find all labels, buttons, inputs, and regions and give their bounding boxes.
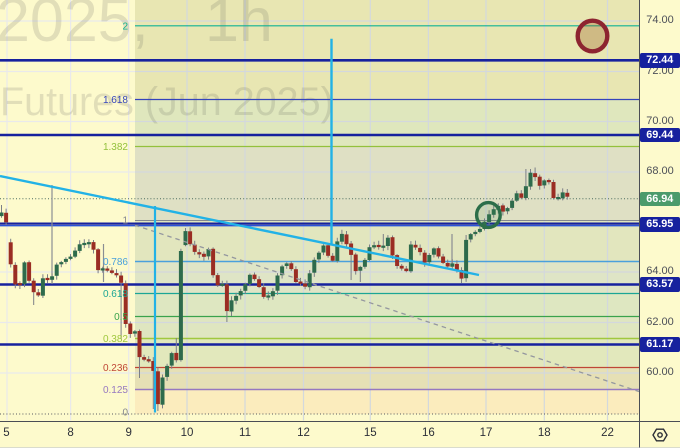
svg-text:1.382: 1.382 [103, 142, 128, 153]
svg-text:0.236: 0.236 [103, 363, 128, 374]
svg-text:0: 0 [122, 408, 128, 419]
svg-text:0.5: 0.5 [114, 312, 128, 323]
svg-text:1: 1 [122, 216, 128, 227]
svg-text:0.125: 0.125 [103, 385, 128, 396]
svg-text:2: 2 [122, 21, 128, 32]
svg-text:0.786: 0.786 [103, 257, 128, 268]
svg-text:0.382: 0.382 [103, 334, 128, 345]
svg-text:0.618: 0.618 [103, 289, 128, 300]
svg-text:1.618: 1.618 [103, 95, 128, 106]
